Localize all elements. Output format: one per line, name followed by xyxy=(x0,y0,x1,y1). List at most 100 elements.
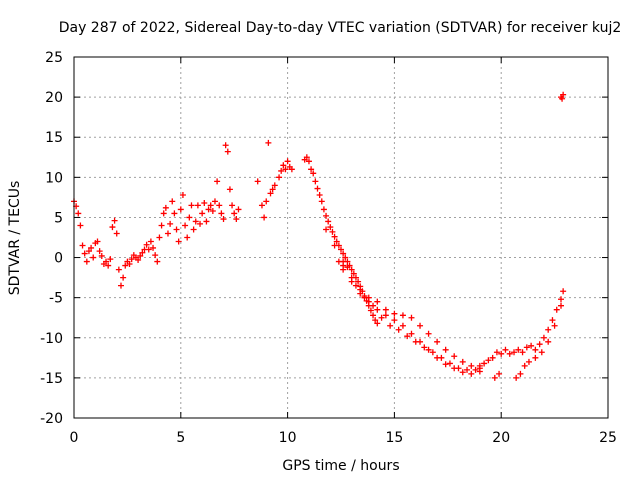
data-point xyxy=(235,206,242,213)
data-point xyxy=(523,344,530,351)
data-point xyxy=(323,226,330,233)
data-point xyxy=(536,341,543,348)
data-point xyxy=(154,258,161,265)
data-point xyxy=(312,178,319,185)
data-point xyxy=(399,312,406,319)
data-point xyxy=(220,216,227,223)
data-point xyxy=(94,238,101,245)
x-tick-label: 15 xyxy=(385,430,403,446)
data-point xyxy=(303,154,310,161)
data-point xyxy=(378,314,385,321)
data-point xyxy=(325,218,332,225)
x-tick-label: 25 xyxy=(599,430,617,446)
data-point xyxy=(323,212,330,219)
data-point xyxy=(135,256,142,263)
data-point xyxy=(519,349,526,356)
data-point xyxy=(502,346,509,353)
data-point xyxy=(145,246,152,253)
data-point xyxy=(233,216,240,223)
plot-frame xyxy=(73,56,609,419)
data-point xyxy=(139,249,146,256)
data-point xyxy=(152,252,159,259)
data-point xyxy=(340,266,347,273)
grid xyxy=(74,57,608,418)
data-point xyxy=(267,190,274,197)
data-point xyxy=(559,95,566,102)
data-point xyxy=(417,322,424,329)
data-point xyxy=(147,238,154,245)
data-point xyxy=(468,370,475,377)
data-points xyxy=(71,91,567,381)
data-point xyxy=(382,306,389,313)
data-point xyxy=(320,206,327,213)
data-point xyxy=(528,342,535,349)
data-point xyxy=(120,274,127,281)
data-point xyxy=(538,349,545,356)
y-tick-label: 10 xyxy=(45,170,63,186)
data-point xyxy=(511,349,518,356)
data-point xyxy=(209,208,216,215)
x-tick-label: 0 xyxy=(70,430,79,446)
data-point xyxy=(532,346,539,353)
data-point xyxy=(515,346,522,353)
data-point xyxy=(560,288,567,295)
data-point xyxy=(305,158,312,165)
data-point xyxy=(143,241,150,248)
data-point xyxy=(517,370,524,377)
data-point xyxy=(90,254,97,261)
data-point xyxy=(338,246,344,253)
data-point xyxy=(205,206,212,213)
x-tick-label: 20 xyxy=(492,430,510,446)
data-point xyxy=(160,210,167,217)
data-point xyxy=(284,158,291,165)
data-point xyxy=(79,242,86,249)
data-point xyxy=(372,317,379,324)
data-point xyxy=(404,333,411,340)
data-point xyxy=(128,256,135,263)
data-point xyxy=(310,170,317,177)
data-point xyxy=(434,338,441,345)
tick-labels: 0 5 10 15 20 25 -20 -15 -10 -5 0 5 10 15 20 25 xyxy=(40,50,617,446)
data-point xyxy=(192,218,199,225)
data-point xyxy=(374,306,381,313)
data-point xyxy=(399,322,406,329)
data-point xyxy=(314,185,321,192)
data-point xyxy=(506,350,513,357)
data-point xyxy=(269,186,276,193)
data-point xyxy=(350,270,357,277)
y-tick-label: 15 xyxy=(45,130,63,146)
data-point xyxy=(329,228,336,235)
y-tick-label: 5 xyxy=(54,210,63,226)
data-point xyxy=(216,202,223,209)
data-point xyxy=(348,278,355,285)
data-point xyxy=(421,344,428,351)
data-point xyxy=(164,230,171,237)
data-point xyxy=(77,222,84,229)
data-point xyxy=(408,330,415,337)
data-point xyxy=(333,238,340,245)
data-point xyxy=(122,262,129,269)
data-point xyxy=(109,224,116,231)
data-point xyxy=(429,349,436,356)
data-point xyxy=(489,354,496,361)
data-point xyxy=(175,238,182,245)
data-point xyxy=(218,210,225,217)
y-tick-label: 20 xyxy=(45,90,63,106)
data-point xyxy=(442,346,449,353)
data-point xyxy=(451,353,458,360)
data-point xyxy=(156,234,163,241)
y-tick-label: -15 xyxy=(40,371,63,387)
data-point xyxy=(459,358,466,365)
data-point xyxy=(263,198,270,205)
data-point xyxy=(525,358,532,365)
data-point xyxy=(103,258,110,265)
data-point xyxy=(361,294,368,301)
data-point xyxy=(352,282,359,289)
data-point xyxy=(344,264,351,271)
data-point xyxy=(280,162,287,169)
data-point xyxy=(446,360,453,367)
x-axis-label: GPS time / hours xyxy=(282,458,399,474)
data-point xyxy=(201,200,208,207)
data-point xyxy=(126,260,133,267)
